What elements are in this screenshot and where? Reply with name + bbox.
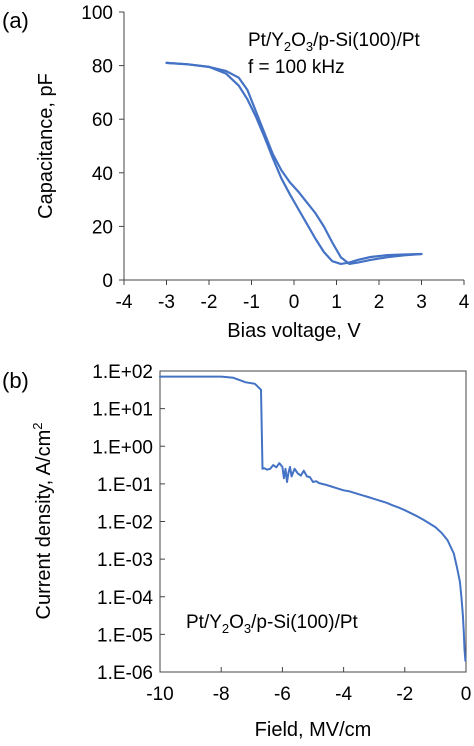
panel-a-annotation-frequency: f = 100 kHz [248,57,345,78]
panel-a-y-tick-label: 80 [92,57,113,78]
panel-a-x-tick-label: -2 [201,292,218,313]
panel-a-y-axis: 0 20 40 60 80 100 [81,3,125,292]
panel-a-x-tick-label: -3 [158,292,175,313]
panel-a-y-tick-label: 100 [81,3,113,24]
panel-a: (a) 0 20 40 60 80 100 -4 -3 -2 -1 0 1 2 3 4 Bias volt… [2,3,470,342]
panel-b: (b) 1.E-06 1.E-05 1.E-04 1.E-03 1.E-02 1.E-01… [2,362,471,741]
panel-b-x-tick-label: -2 [396,684,413,705]
panel-b-y-axis-label: Current density, A/cm2 [30,423,55,620]
panel-b-annotation-sample: Pt/Y2O3/p-Si(100)/Pt [186,612,359,636]
panel-a-x-tick-label: 4 [459,292,470,313]
panel-b-y-tick-label: 1.E-03 [97,550,153,571]
panel-a-y-tick-label: 60 [92,110,113,131]
panel-b-y-tick-label: 1.E-01 [97,475,153,496]
panel-a-y-tick-label: 40 [92,164,113,185]
panel-a-x-tick-label: 1 [331,292,342,313]
panel-b-label: (b) [2,368,29,393]
panel-b-x-tick-label: -4 [335,684,352,705]
panel-b-y-tick-label: 1.E+00 [92,437,153,458]
panel-a-y-tick-label: 20 [92,217,113,238]
panel-b-x-axis: -10 -8 -6 -4 -2 0 [146,667,471,705]
panel-a-annotation-sample: Pt/Y2O3/p-Si(100)/Pt [248,30,421,54]
panel-b-y-axis: 1.E-06 1.E-05 1.E-04 1.E-03 1.E-02 1.E-01 1.E+… [92,362,165,684]
panel-b-y-tick-label: 1.E-02 [97,513,153,534]
panel-b-x-axis-label: Field, MV/cm [255,719,372,741]
panel-b-y-tick-label: 1.E-06 [97,663,153,684]
panel-a-x-tick-label: -1 [243,292,260,313]
panel-b-x-tick-label: -8 [213,684,230,705]
panel-a-x-tick-label: 3 [416,292,427,313]
panel-a-x-tick-label: 0 [289,292,300,313]
panel-a-x-tick-label: -4 [116,292,133,313]
panel-a-cv-curve-2 [165,61,423,265]
panel-b-y-tick-label: 1.E+01 [92,400,153,421]
panel-b-y-tick-label: 1.E+02 [92,362,153,383]
panel-a-x-tick-label: 2 [374,292,385,313]
panel-a-cv-curve-1 [165,61,423,265]
panel-b-x-tick-label: -6 [274,684,291,705]
panel-a-label: (a) [2,8,29,33]
panel-b-y-tick-label: 1.E-05 [97,625,153,646]
panel-a-y-tick-label: 0 [102,271,113,292]
panel-b-jv-curve-1 [159,375,467,662]
panel-a-x-axis: -4 -3 -2 -1 0 1 2 3 4 [116,279,470,313]
panel-a-y-axis-label: Capacitance, pF [35,73,57,219]
panel-a-x-axis-label: Bias voltage, V [227,320,361,342]
panel-b-y-tick-label: 1.E-04 [97,588,153,609]
panel-b-x-tick-label: -10 [146,684,173,705]
panel-b-x-tick-label: 0 [461,684,472,705]
